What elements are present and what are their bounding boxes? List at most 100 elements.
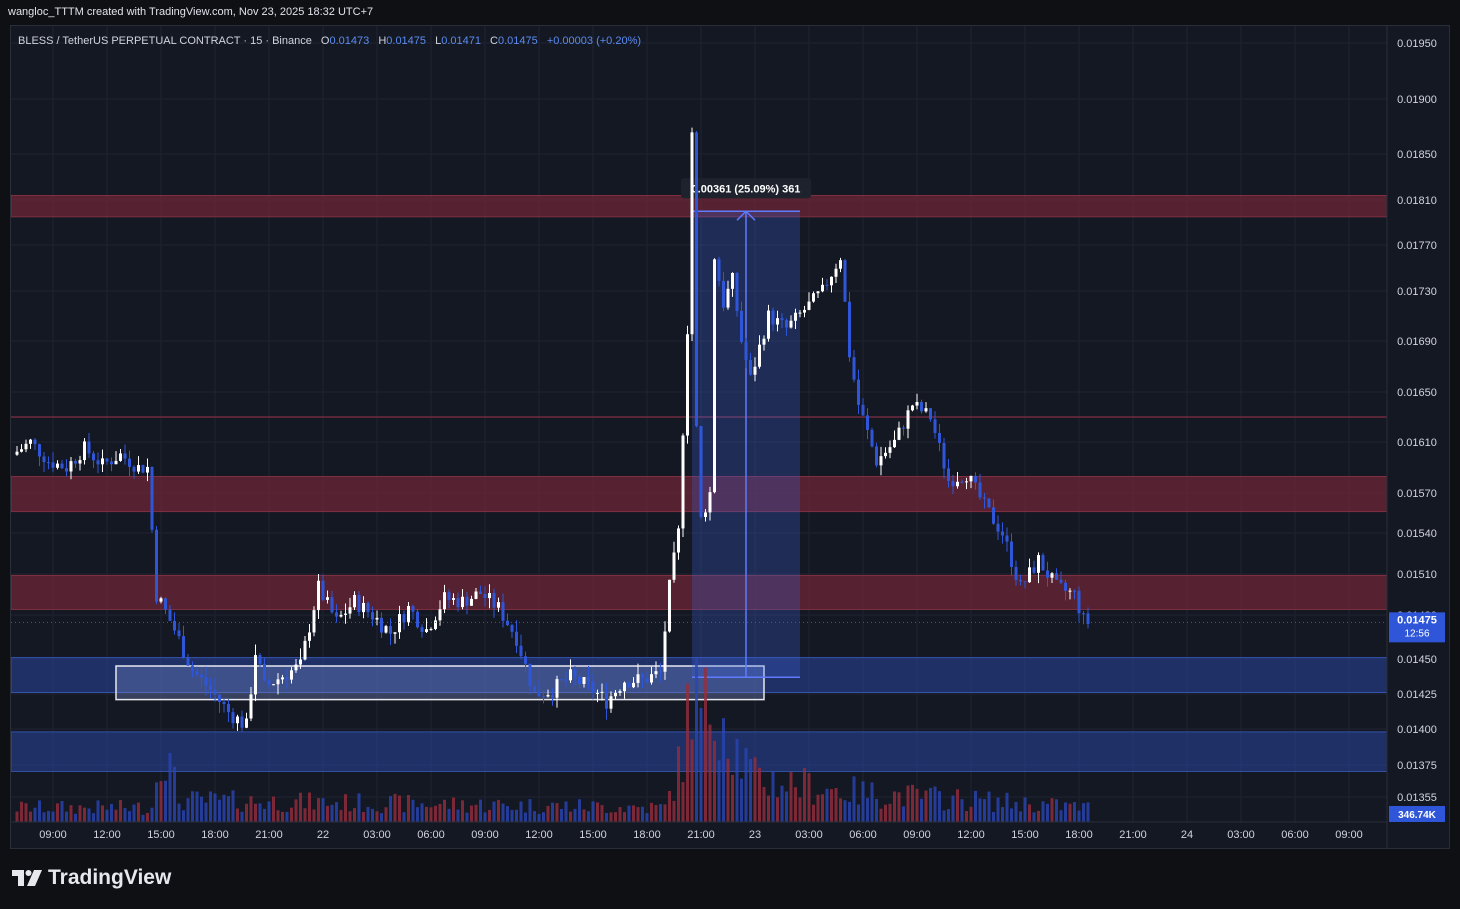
- volume-bar: [24, 803, 28, 822]
- candle-body: [1046, 570, 1049, 578]
- candle-body: [992, 507, 995, 524]
- volume-bar: [987, 791, 991, 822]
- volume-bar: [920, 798, 923, 822]
- volume-bar: [789, 772, 793, 822]
- candle-body: [636, 674, 640, 683]
- candle-body: [101, 458, 104, 465]
- time-tick-label: 21:00: [1119, 829, 1147, 841]
- volume-bar: [519, 801, 523, 822]
- candle-body: [1077, 590, 1081, 614]
- tradingview-logo[interactable]: TradingView: [12, 866, 171, 890]
- volume-bar: [758, 767, 761, 822]
- candle-body: [83, 441, 86, 461]
- candle-body: [978, 482, 982, 498]
- candle-body: [411, 606, 415, 612]
- candle-body: [51, 462, 55, 468]
- candle-body: [686, 334, 689, 436]
- candle-body: [150, 466, 154, 530]
- open-label: O: [320, 35, 330, 47]
- candle-body: [47, 462, 50, 464]
- time-tick-label: 06:00: [1281, 829, 1309, 841]
- symbol-legend[interactable]: BLESS / TetherUS PERPETUAL CONTRACT · 15…: [18, 35, 641, 47]
- volume-bar: [389, 796, 392, 822]
- volume-bar: [353, 808, 356, 822]
- volume-bar: [231, 790, 235, 822]
- high-value: 0.01475: [386, 35, 427, 47]
- candle-body: [173, 620, 176, 631]
- candle-body: [735, 272, 739, 311]
- volume-bar: [1041, 801, 1045, 822]
- volume-bar: [1064, 802, 1067, 822]
- candle-body: [132, 466, 136, 472]
- volume-bar: [686, 683, 689, 822]
- candle-body: [119, 453, 122, 461]
- volume-bar: [173, 766, 176, 822]
- candle-body: [744, 342, 748, 360]
- volume-bar: [911, 784, 914, 822]
- candle-body: [200, 674, 203, 678]
- candle-body: [947, 468, 950, 481]
- volume-bar: [168, 753, 172, 822]
- candle-body: [326, 597, 329, 600]
- volume-bar: [465, 812, 469, 822]
- time-tick-label: 12:00: [525, 829, 553, 841]
- candle-body: [996, 523, 1000, 532]
- volume-bar: [771, 772, 775, 822]
- candle-body: [443, 592, 446, 610]
- volume-bar: [762, 786, 766, 822]
- chart-frame[interactable]: 0.00361 (25.09%) 361 0.01950 0.01900 0.0185…: [10, 25, 1450, 849]
- volume-bar: [825, 788, 829, 822]
- candle-body: [236, 716, 239, 724]
- candle-body: [402, 614, 406, 623]
- volume-bar: [1082, 803, 1085, 822]
- candle-body: [218, 694, 221, 703]
- symbol-title[interactable]: BLESS / TetherUS PERPETUAL CONTRACT · 15…: [18, 35, 312, 47]
- candle-body: [1064, 582, 1067, 591]
- candle-body: [884, 452, 887, 457]
- candle-body: [609, 696, 613, 709]
- volume-bar: [906, 785, 910, 822]
- candle-body: [956, 481, 959, 487]
- candle-body: [659, 671, 662, 673]
- candle-body: [209, 685, 212, 690]
- candle-body: [875, 446, 878, 466]
- volume-bar: [933, 786, 937, 822]
- candle-body: [78, 460, 82, 464]
- price-chart[interactable]: 0.00361 (25.09%) 361 0.01950 0.01900 0.0185…: [11, 26, 1449, 848]
- candle-body: [110, 461, 113, 465]
- candle-body: [420, 627, 424, 632]
- candle-body: [267, 680, 271, 685]
- candle-body: [1086, 613, 1090, 625]
- candle-body: [164, 598, 167, 610]
- candle-body: [537, 691, 541, 697]
- candle-body: [758, 344, 761, 367]
- volume-bar: [627, 805, 631, 822]
- time-tick-label: 06:00: [417, 829, 445, 841]
- volume-bar: [1059, 810, 1063, 822]
- support-zone: [11, 657, 1388, 693]
- volume-bar: [650, 802, 653, 822]
- candle-body: [812, 293, 815, 302]
- volume-bar: [587, 811, 590, 822]
- volume-bar: [708, 724, 712, 822]
- volume-bar: [425, 806, 428, 822]
- time-tick-label: 06:00: [849, 829, 877, 841]
- volume-bar: [429, 807, 433, 822]
- candle-body: [87, 441, 91, 454]
- candle-body: [447, 592, 451, 600]
- volume-bar: [1028, 804, 1031, 822]
- volume-bar: [38, 800, 41, 822]
- volume-bar: [753, 757, 757, 822]
- volume-bar: [434, 805, 437, 822]
- candle-body: [434, 620, 437, 629]
- candle-body: [470, 598, 473, 606]
- volume-bar: [1068, 803, 1072, 822]
- candle-body: [726, 288, 730, 308]
- price-tick-label: 0.01355: [1397, 792, 1437, 804]
- time-tick-label: 09:00: [39, 829, 67, 841]
- volume-bar: [695, 657, 698, 822]
- volume-bar: [834, 787, 838, 822]
- volume-bar: [317, 798, 320, 822]
- candle-body: [1055, 573, 1058, 580]
- volume-bar: [456, 809, 460, 822]
